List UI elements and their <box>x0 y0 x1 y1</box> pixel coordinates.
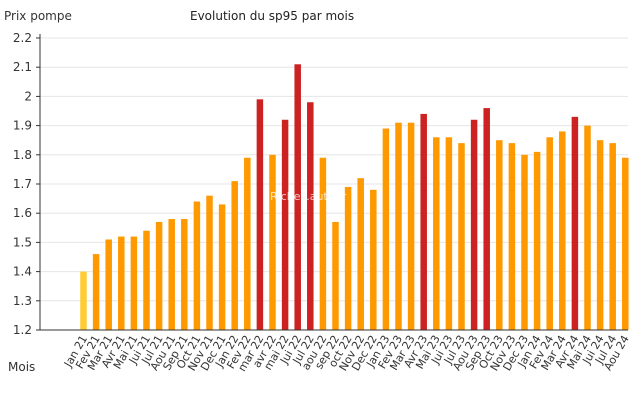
y-axis-title: Prix pompe <box>4 9 72 23</box>
bar <box>155 221 163 330</box>
bar <box>370 189 377 330</box>
bar <box>206 195 213 330</box>
bar <box>218 204 226 330</box>
bar <box>269 154 276 330</box>
bar <box>193 201 201 330</box>
bar <box>256 99 264 330</box>
bar <box>244 157 251 330</box>
bar <box>382 128 390 330</box>
y-tick-label: 1.6 <box>13 206 32 220</box>
y-tick-label: 1.5 <box>13 235 32 249</box>
bar <box>445 137 453 330</box>
bars <box>80 64 629 331</box>
watermark: Riches.auto.fr <box>270 190 347 203</box>
bar <box>458 143 465 330</box>
bar <box>181 219 188 330</box>
y-axis-ticks: 1.2 1.3 1.4 1.5 1.6 1.7 1.8 1.9 2 2.1 2.2 <box>13 31 40 337</box>
gridlines <box>40 37 628 331</box>
bar <box>420 113 427 330</box>
bar <box>307 102 314 331</box>
bar <box>596 140 604 330</box>
bar <box>294 64 301 330</box>
bar <box>546 137 553 330</box>
bar <box>395 122 402 331</box>
y-tick-label: 1.8 <box>13 148 32 162</box>
chart-title: Evolution du sp95 par mois <box>190 9 354 23</box>
bar <box>407 122 415 331</box>
bar <box>130 236 138 330</box>
x-axis-title: Mois <box>8 360 35 374</box>
bar <box>508 143 516 330</box>
y-tick-label: 1.4 <box>13 265 32 279</box>
bar <box>357 178 364 330</box>
bar <box>622 157 629 330</box>
bar <box>533 151 541 330</box>
y-tick-label: 2.2 <box>13 31 32 45</box>
y-tick-label: 2 <box>24 89 32 103</box>
bar <box>584 125 591 330</box>
bar <box>332 221 339 330</box>
bar <box>609 143 616 330</box>
bar <box>496 140 503 330</box>
bar <box>483 108 490 330</box>
bar <box>92 254 100 330</box>
bar <box>143 230 150 330</box>
bar <box>118 236 125 330</box>
bar <box>80 271 87 330</box>
bar <box>105 239 112 330</box>
bar <box>168 219 175 330</box>
bar <box>319 157 327 330</box>
y-tick-label: 1.2 <box>13 323 32 337</box>
bar <box>433 137 440 330</box>
bar <box>470 119 478 330</box>
bar <box>521 154 528 330</box>
bar <box>231 181 238 330</box>
y-tick-label: 1.9 <box>13 119 32 133</box>
y-tick-label: 1.7 <box>13 177 32 191</box>
y-tick-label: 1.3 <box>13 294 32 308</box>
y-tick-label: 2.1 <box>13 60 32 74</box>
bar <box>571 116 579 330</box>
bar <box>344 186 352 330</box>
bar <box>281 119 289 330</box>
bar <box>559 131 566 330</box>
